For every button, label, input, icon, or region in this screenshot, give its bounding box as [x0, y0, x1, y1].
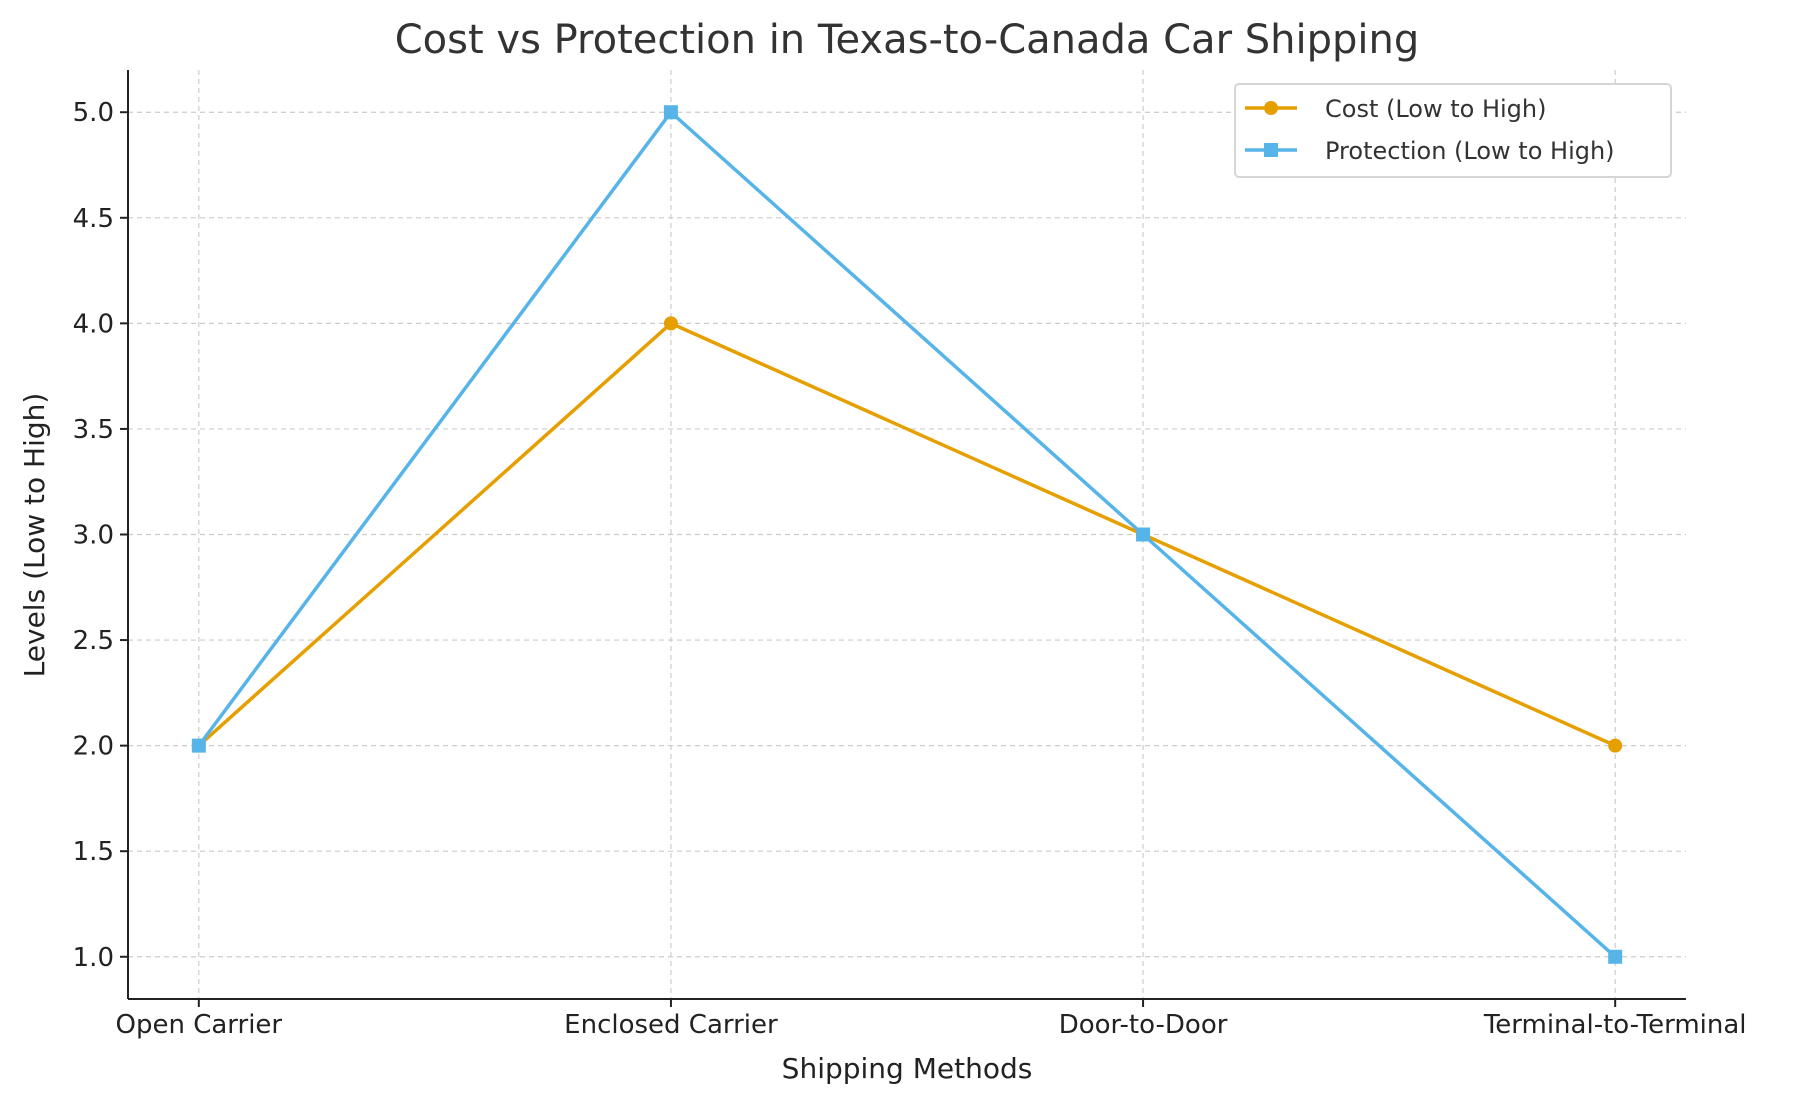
legend-protection-label: Protection (Low to High) [1325, 137, 1615, 165]
y-tick-label: 1.5 [73, 837, 114, 867]
y-tick-label: 2.0 [73, 732, 114, 762]
series-line-1 [197, 109, 1617, 959]
x-tick-label: Terminal-to-Terminal [1483, 1010, 1747, 1040]
y-tick-label: 3.5 [73, 415, 114, 445]
x-tick-label: Door-to-Door [1059, 1010, 1228, 1040]
legend-box [1234, 83, 1672, 178]
data-point [1608, 738, 1623, 753]
data-point [191, 738, 206, 753]
x-tick-label: Enclosed Carrier [564, 1010, 778, 1040]
y-tick-label: 2.5 [73, 626, 114, 656]
y-tick-label: 1.0 [73, 943, 114, 973]
data-point [663, 105, 678, 120]
x-axis-label: Shipping Methods [782, 1052, 1033, 1085]
legend-cost-label: Cost (Low to High) [1325, 95, 1546, 123]
chart-title: Cost vs Protection in Texas-to-Canada Ca… [395, 17, 1419, 63]
y-tick-label: 3.0 [73, 521, 114, 551]
x-tick-label: Open Carrier [115, 1010, 282, 1040]
legend-protection-marker [1264, 143, 1278, 157]
legend-cost-marker [1264, 101, 1278, 115]
data-point [663, 316, 678, 331]
y-tick-label: 4.5 [73, 204, 114, 234]
legend: Cost (Low to High) Protection (Low to Hi… [1234, 83, 1672, 178]
y-axis-label: Levels (Low to High) [18, 393, 51, 678]
y-tick-label: 4.0 [73, 309, 114, 339]
y-tick-label: 5.0 [73, 98, 114, 128]
data-point [1608, 949, 1623, 964]
data-point [1136, 527, 1151, 542]
series-line-0 [197, 321, 1616, 748]
